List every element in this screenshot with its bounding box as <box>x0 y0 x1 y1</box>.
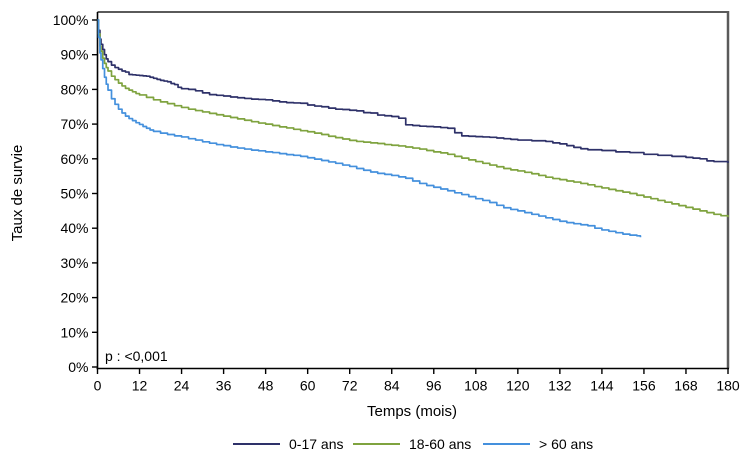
x-tick-label: 96 <box>426 378 442 394</box>
legend-label-60-ans: > 60 ans <box>539 436 593 452</box>
y-tick-label: 10% <box>60 324 88 340</box>
x-tick-label: 60 <box>300 378 316 394</box>
plot-frame <box>96 11 730 370</box>
y-tick-label: 40% <box>60 220 88 236</box>
axis-ticks: 0% 10% 20% 30% 40% 50% 60% 70% 80% 90% 100% 0 12 24 36… <box>53 12 740 394</box>
y-tick-label: 80% <box>60 81 88 97</box>
y-tick-label: 50% <box>60 186 88 202</box>
y-tick-label: 20% <box>60 290 88 306</box>
series-line-60-ans <box>97 19 642 238</box>
y-tick-label: 100% <box>53 12 89 28</box>
legend-label-0-17-ans: 0-17 ans <box>289 436 343 452</box>
y-tick-label: 90% <box>60 47 88 63</box>
x-tick-label: 36 <box>216 378 232 394</box>
x-tick-label: 24 <box>174 378 190 394</box>
legend-label-18-60-ans: 18-60 ans <box>409 436 471 452</box>
x-tick-label: 144 <box>590 378 614 394</box>
x-tick-label: 108 <box>464 378 488 394</box>
x-tick-label: 12 <box>132 378 148 394</box>
x-tick-label: 48 <box>258 378 274 394</box>
series-line-18-60-ans <box>97 19 729 218</box>
y-tick-label: 0% <box>68 359 88 375</box>
p-value-annotation: p : <0,001 <box>105 348 168 364</box>
x-tick-label: 72 <box>342 378 358 394</box>
x-tick-label: 156 <box>632 378 656 394</box>
x-tick-label: 0 <box>94 378 102 394</box>
y-tick-label: 30% <box>60 255 88 271</box>
chart-legend: 0-17 ans 18-60 ans > 60 ans <box>233 436 593 452</box>
x-tick-label: 132 <box>548 378 572 394</box>
x-tick-label: 84 <box>384 378 400 394</box>
x-tick-label: 168 <box>674 378 698 394</box>
x-axis-title: Temps (mois) <box>367 403 457 420</box>
x-tick-label: 120 <box>506 378 530 394</box>
y-tick-label: 70% <box>60 116 88 132</box>
series-lines <box>97 19 729 238</box>
y-axis-title: Taux de survie <box>9 145 26 242</box>
series-line-0-17-ans <box>97 19 729 163</box>
x-tick-label: 180 <box>716 378 740 394</box>
y-tick-label: 60% <box>60 151 88 167</box>
